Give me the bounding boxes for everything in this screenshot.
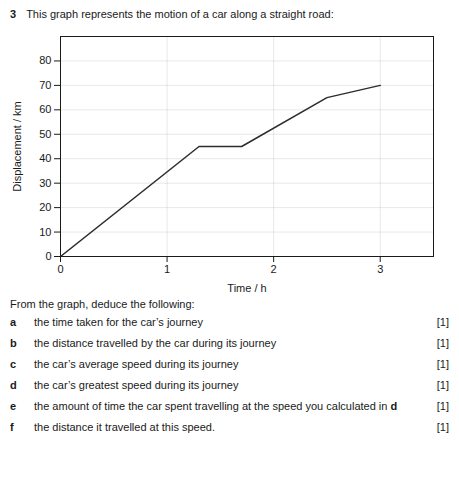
html-text:[1]: [1] <box>436 337 449 349</box>
svg-text:Displacement / km: Displacement / km <box>11 101 23 191</box>
html-text:the car’s average speed during: the car’s average speed during its journ… <box>34 358 239 370</box>
svg-text:0: 0 <box>45 250 51 262</box>
html-text:[1]: [1] <box>436 316 449 328</box>
svg-text:0: 0 <box>57 263 63 275</box>
svg-text:10: 10 <box>39 226 51 238</box>
svg-text:60: 60 <box>39 103 51 115</box>
html-text:b: b <box>10 337 17 349</box>
html-text:the time taken for the car’s j: the time taken for the car’s journey <box>34 316 203 328</box>
svg-text:80: 80 <box>39 54 51 66</box>
svg-text:40: 40 <box>39 152 51 164</box>
html-text:From the graph, deduce the fol: From the graph, deduce the following: <box>10 298 195 310</box>
svg-text:50: 50 <box>39 128 51 140</box>
svg-text:1: 1 <box>164 263 170 275</box>
html-text:e: e <box>10 400 17 412</box>
html-text:This graph represents the moti: This graph represents the motion of a ca… <box>26 8 334 20</box>
svg-text:20: 20 <box>39 201 51 213</box>
html-text:d: d <box>10 379 17 391</box>
html-text:the amount of time the car spe: the amount of time the car spent travell… <box>34 400 398 412</box>
html-text:c: c <box>10 358 17 370</box>
html-text:[1]: [1] <box>436 421 449 433</box>
html-text:[1]: [1] <box>436 400 449 412</box>
html-text:the distance travelled by the: the distance travelled by the car during… <box>34 337 277 349</box>
html-text:a: a <box>10 316 17 328</box>
html-text:[1]: [1] <box>436 358 449 370</box>
html-text:[1]: [1] <box>436 379 449 391</box>
html-text:the distance it travelled at t: the distance it travelled at this speed. <box>34 421 215 433</box>
svg-text:70: 70 <box>39 79 51 91</box>
html-text:f: f <box>10 421 14 433</box>
html-text:the car’s greatest speed durin: the car’s greatest speed during its jour… <box>34 379 239 391</box>
svg-text:30: 30 <box>39 177 51 189</box>
svg-text:2: 2 <box>271 263 277 275</box>
svg-text:Time / h: Time / h <box>227 282 266 294</box>
html-text:3: 3 <box>10 8 17 20</box>
svg-text:3: 3 <box>377 263 383 275</box>
